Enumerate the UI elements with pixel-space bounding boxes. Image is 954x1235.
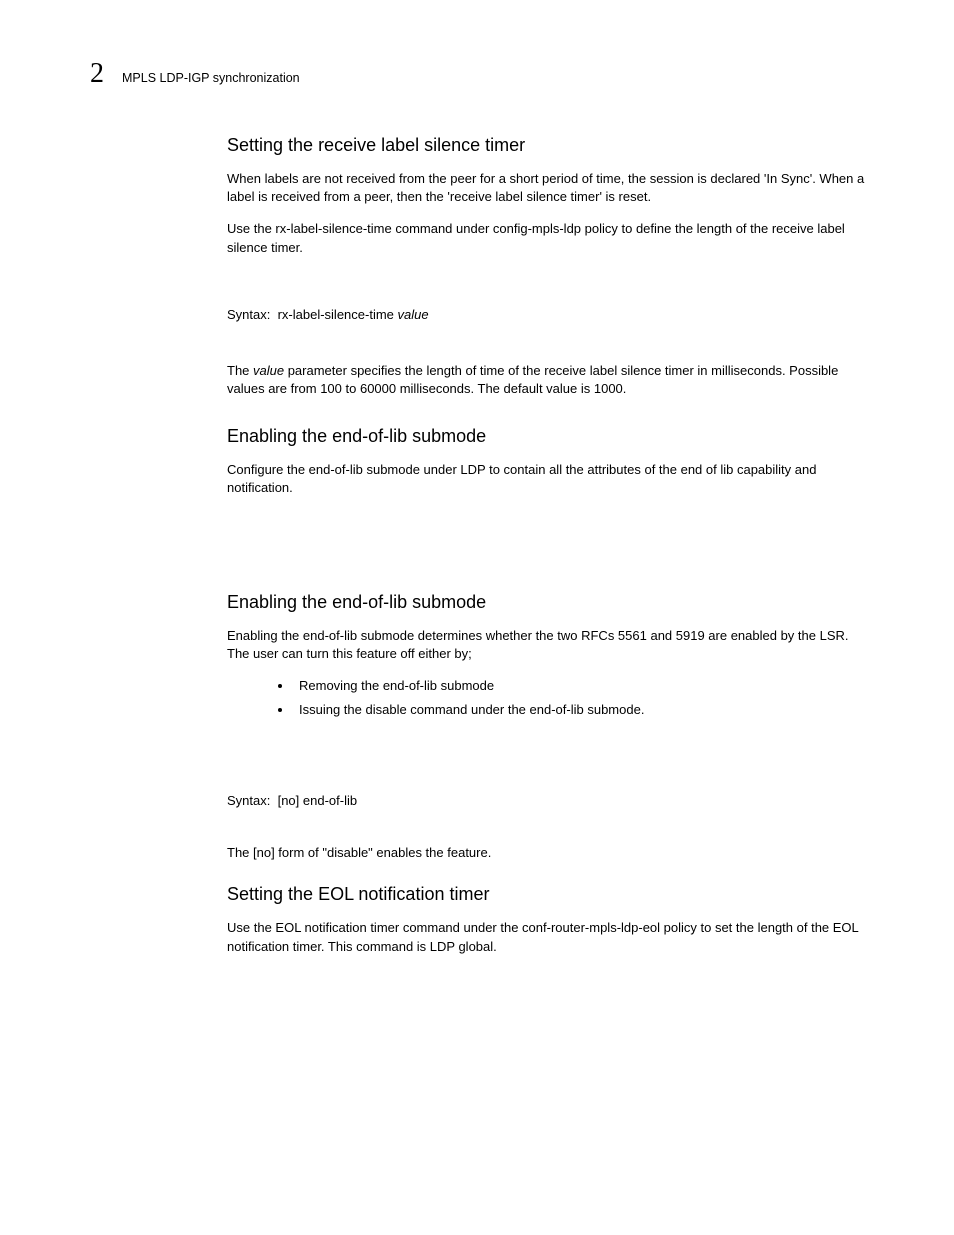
syntax-line: Syntax: [no] end-of-lib xyxy=(227,793,867,808)
running-title: MPLS LDP-IGP synchronization xyxy=(122,71,300,85)
paragraph: The value parameter specifies the length… xyxy=(227,362,867,398)
param-ref: value xyxy=(253,363,284,378)
text: The xyxy=(227,363,253,378)
syntax-label: Syntax: xyxy=(227,793,270,808)
paragraph: Use the EOL notification timer command u… xyxy=(227,919,867,955)
list-item: Issuing the disable command under the en… xyxy=(293,701,867,719)
syntax-command: rx-label-silence-time xyxy=(278,307,394,322)
page-header: 2 MPLS LDP-IGP synchronization xyxy=(90,58,300,90)
page-content: Setting the receive label silence timer … xyxy=(227,135,867,970)
syntax-label: Syntax: xyxy=(227,307,270,322)
paragraph: Configure the end-of-lib submode under L… xyxy=(227,461,867,497)
section-heading: Enabling the end-of-lib submode xyxy=(227,426,867,447)
chapter-number: 2 xyxy=(90,58,104,90)
paragraph: The [no] form of "disable" enables the f… xyxy=(227,844,867,862)
syntax-param: value xyxy=(398,307,429,322)
section-heading: Setting the receive label silence timer xyxy=(227,135,867,156)
paragraph: When labels are not received from the pe… xyxy=(227,170,867,206)
section-heading: Setting the EOL notification timer xyxy=(227,884,867,905)
section-heading: Enabling the end-of-lib submode xyxy=(227,592,867,613)
syntax-command: [no] end-of-lib xyxy=(278,793,358,808)
syntax-line: Syntax: rx-label-silence-time value xyxy=(227,307,867,322)
bullet-list: Removing the end-of-lib submode Issuing … xyxy=(293,677,867,719)
paragraph: Use the rx-label-silence-time command un… xyxy=(227,220,867,256)
list-item: Removing the end-of-lib submode xyxy=(293,677,867,695)
paragraph: Enabling the end-of-lib submode determin… xyxy=(227,627,867,663)
text: parameter specifies the length of time o… xyxy=(227,363,838,396)
